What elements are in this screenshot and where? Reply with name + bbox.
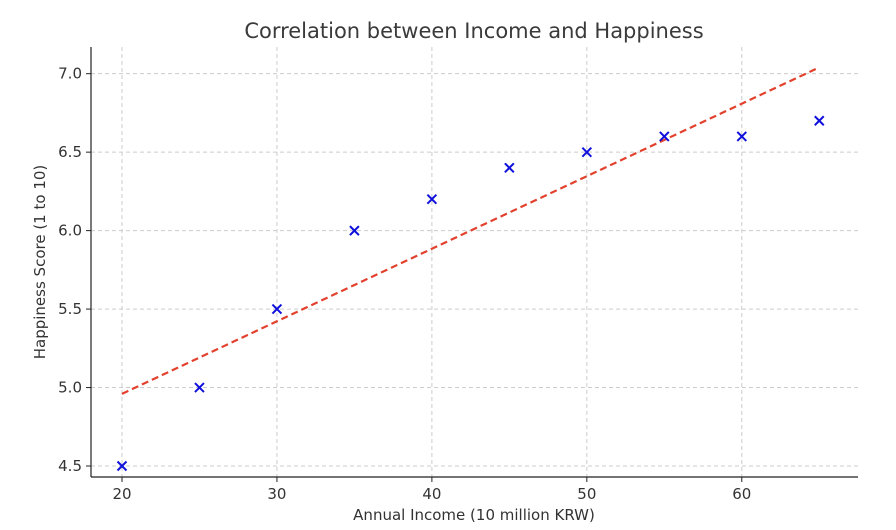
data-point-stroke <box>504 162 515 174</box>
data-point-stroke <box>116 460 128 472</box>
data-point <box>426 194 438 205</box>
data-points <box>116 115 825 472</box>
y-tick-label: 6.0 <box>58 222 82 240</box>
data-point-stroke <box>271 303 283 315</box>
data-point-stroke <box>194 382 205 393</box>
axes <box>86 47 858 482</box>
trend-line <box>121 66 820 395</box>
data-point <box>349 225 360 236</box>
y-tick-label: 5.0 <box>58 379 82 397</box>
data-point-stroke <box>349 225 360 236</box>
x-tick-label: 40 <box>422 485 441 503</box>
x-axis-label: Annual Income (10 million KRW) <box>353 506 595 524</box>
data-point <box>659 131 670 142</box>
y-tick-label: 4.5 <box>58 457 82 475</box>
x-tick-label: 30 <box>267 485 286 503</box>
x-tick-label: 50 <box>577 485 596 503</box>
data-point <box>814 115 825 126</box>
data-point <box>504 162 515 174</box>
grid <box>91 47 858 477</box>
tick-labels: 20 30 40 50 60 4.5 5.0 5.5 6.0 6.5 7.0 <box>58 65 751 503</box>
y-axis-label: Happiness Score (1 to 10) <box>31 165 49 360</box>
data-point <box>194 382 205 393</box>
y-tick-label: 5.5 <box>58 300 82 318</box>
data-point-stroke <box>736 131 747 142</box>
x-tick-label: 20 <box>112 485 131 503</box>
chart-title: Correlation between Income and Happiness <box>244 19 703 43</box>
data-point <box>581 146 593 158</box>
trendline-layer <box>121 66 820 395</box>
data-point <box>736 131 747 142</box>
data-point-stroke <box>581 146 593 158</box>
y-tick-label: 6.5 <box>58 143 82 161</box>
x-tick-label: 60 <box>732 485 751 503</box>
y-tick-label: 7.0 <box>58 65 82 83</box>
data-point <box>116 460 128 472</box>
data-point <box>271 303 283 315</box>
data-point-stroke <box>814 115 825 126</box>
data-point-stroke <box>426 194 438 205</box>
data-point-stroke <box>659 131 670 142</box>
